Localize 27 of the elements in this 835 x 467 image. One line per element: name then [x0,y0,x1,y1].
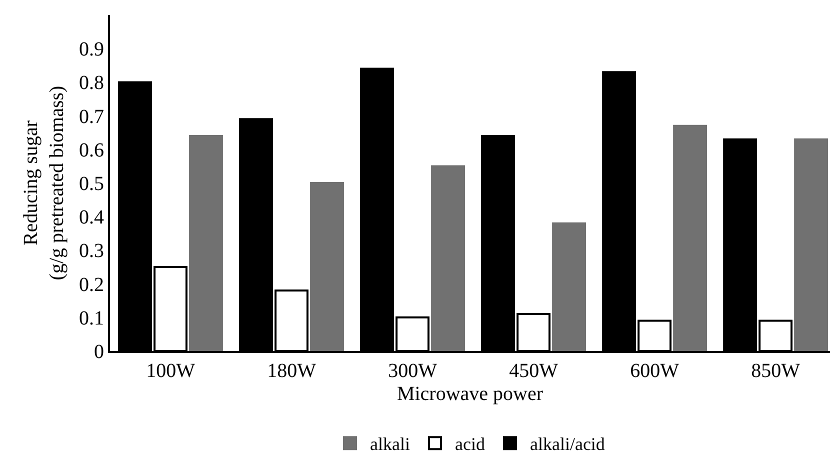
y-tick-label: 0.5 [79,173,104,195]
x-tick-label: 300W [388,360,438,382]
y-tick-label: 0.2 [79,274,104,296]
legend-label: alkali/acid [530,434,605,454]
bar [552,222,586,351]
y-axis-title: Reducing sugar (g/g pretreated biomass) [20,86,68,280]
legend-label: alkali [370,434,410,454]
y-tick-label: 0.9 [79,38,104,61]
y-tick-label: 0.6 [79,139,104,162]
bar [673,124,708,351]
y-tick-label: 0.7 [79,106,104,128]
x-tick-label: 180W [267,360,316,382]
x-axis-title: Microwave power [396,383,544,405]
x-tick-label: 100W [146,360,196,382]
legend-label: acid [454,434,485,454]
bar [794,138,828,351]
x-tick-label: 450W [509,360,558,382]
y-tick-label: 0 [94,341,104,363]
x-tick-label: 600W [630,360,680,382]
y-tick-label: 0.3 [79,240,104,262]
y-tick-label: 0.1 [79,307,104,330]
x-tick-label: 850W [751,360,800,382]
y-tick-label: 0.4 [79,206,104,229]
y-tick-label: 0.8 [79,72,104,94]
bar [189,134,223,351]
bar [431,165,465,351]
bar [310,182,344,351]
